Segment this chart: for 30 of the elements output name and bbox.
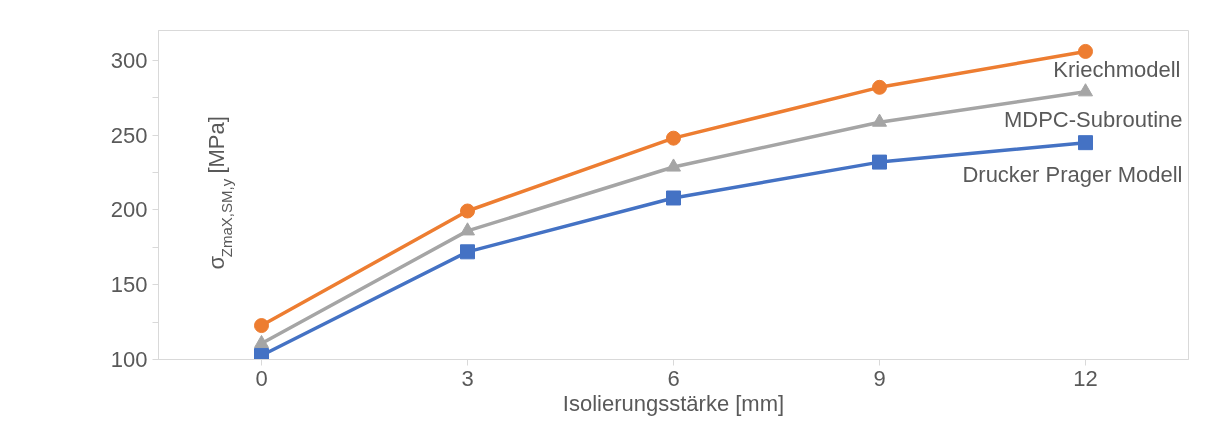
x-tick-label: 9 (873, 365, 886, 391)
point (872, 154, 887, 170)
y-tick-label: 150 (110, 272, 148, 298)
point (872, 79, 887, 95)
point (254, 318, 269, 334)
point (666, 130, 681, 146)
series-label: Kriechmodell (1053, 56, 1181, 82)
y-tick-label: 200 (110, 197, 148, 223)
y-tick-label: 250 (110, 122, 148, 148)
x-tick-label: 12 (1073, 365, 1098, 391)
point (460, 222, 475, 236)
point (1078, 135, 1093, 151)
series-label: Drucker Prager Modell (962, 162, 1183, 188)
y-tick-label: 100 (110, 347, 148, 372)
x-tick-label: 0 (255, 365, 268, 391)
series-label: MDPC-Subroutine (1003, 107, 1183, 133)
point (254, 347, 269, 360)
x-tick-label: 3 (461, 365, 474, 391)
y-tick-label: 300 (110, 47, 148, 73)
x-axis-title: Isolierungsstärke [mm] (562, 390, 785, 416)
point (1078, 43, 1093, 59)
point (460, 244, 475, 260)
point (872, 113, 887, 127)
point (666, 190, 681, 206)
point (1078, 83, 1093, 97)
point (460, 203, 475, 219)
point (666, 158, 681, 172)
point (254, 334, 269, 349)
y-axis-title: σZmaX,SM,y [MPa] (204, 116, 235, 270)
x-tick-label: 6 (667, 365, 680, 391)
